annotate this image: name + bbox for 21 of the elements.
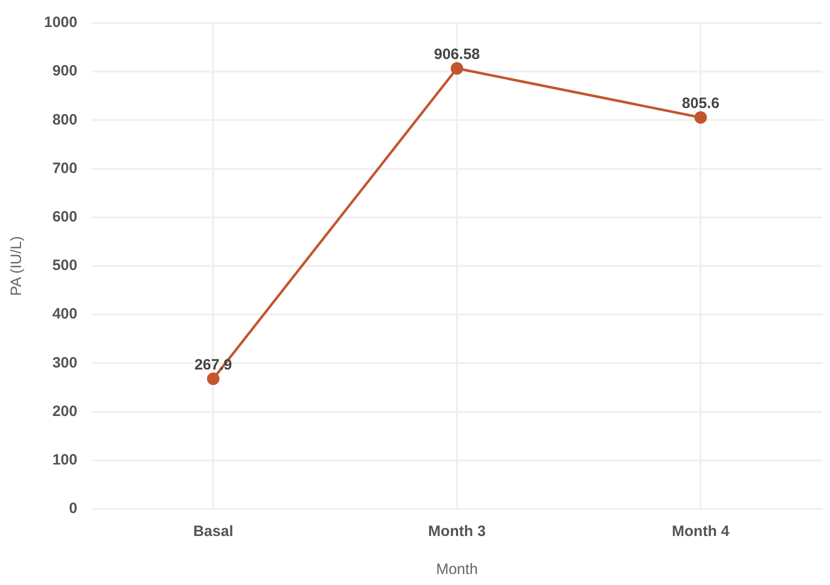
y-tick-label: 800 [52,111,78,128]
point [450,62,464,75]
point [694,111,707,124]
y-tick-label: 900 [52,62,78,80]
y-axis-title: PA (IU/L) [8,236,26,296]
x-tick-label: Month 4 [672,523,730,540]
y-tick-label: 0 [69,500,78,518]
y-tick-label: 300 [52,354,78,372]
x-axis-title: Month [436,561,478,578]
data-label: 805.6 [682,95,720,112]
y-tick-label: 100 [52,452,78,469]
x-tick-label: Month 3 [428,523,486,540]
point [206,372,220,386]
y-tick-label: 500 [52,257,78,274]
y-tick-label: 1000 [44,14,78,32]
data-label: 906.58 [434,46,480,64]
y-tick-label: 200 [52,402,78,420]
x-tick-label: Basal [193,523,234,540]
y-tick-label: 600 [52,208,78,226]
y-tick-label: 700 [52,160,78,177]
y-tick-label: 400 [52,306,78,323]
